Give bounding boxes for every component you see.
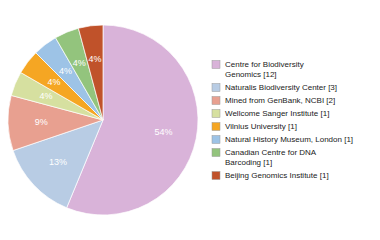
pie-slice [78, 25, 103, 120]
data-label: 4% [59, 66, 72, 76]
data-label: 9% [35, 117, 48, 127]
data-label: 4% [88, 54, 101, 64]
legend-item: Beijing Genomics Institute [1] [212, 171, 329, 180]
data-label: 4% [73, 58, 86, 68]
legend-label-line: Wellcome Sanger Institute [1] [225, 109, 329, 118]
legend-label: Mined from GenBank, NCBI [2] [225, 96, 335, 105]
data-label: 13% [49, 157, 67, 167]
legend-label-line: Natural History Museum, London [1] [225, 135, 353, 144]
data-labels: 54%13%9%4%4%4%4%4% [35, 54, 173, 167]
legend-label: Canadian Centre for DNABarcoding [1] [225, 148, 317, 167]
legend-item: Vilnius University [1] [212, 122, 297, 131]
legend-label: Naturalis Biodiversity Center [3] [225, 83, 337, 92]
legend: Centre for BiodiversityGenomics [12] Natu… [212, 60, 353, 180]
legend-label-line: Centre for Biodiversity [225, 60, 304, 69]
legend-item: Mined from GenBank, NCBI [2] [212, 96, 335, 105]
legend-swatch [212, 136, 220, 144]
legend-swatch [212, 110, 220, 118]
legend-label-line: Vilnius University [1] [225, 122, 297, 131]
legend-label-line: Genomics [12] [225, 70, 277, 79]
legend-label-line: Canadian Centre for DNA [225, 148, 317, 157]
legend-label: Beijing Genomics Institute [1] [225, 171, 329, 180]
legend-label: Natural History Museum, London [1] [225, 135, 353, 144]
legend-swatch [212, 61, 220, 69]
data-label: 4% [39, 91, 52, 101]
legend-swatch [212, 84, 220, 92]
legend-swatch [212, 97, 220, 105]
legend-label: Vilnius University [1] [225, 122, 297, 131]
chart-svg: 54%13%9%4%4%4%4%4%Centre for Biodiversit… [0, 0, 380, 240]
legend-label-line: Beijing Genomics Institute [1] [225, 171, 329, 180]
data-label: 54% [155, 127, 173, 137]
pie [8, 25, 198, 215]
legend-label-line: Naturalis Biodiversity Center [3] [225, 83, 337, 92]
legend-label-line: Mined from GenBank, NCBI [2] [225, 96, 335, 105]
legend-swatch [212, 123, 220, 131]
legend-item: Natural History Museum, London [1] [212, 135, 353, 144]
legend-item: Centre for BiodiversityGenomics [12] [212, 60, 304, 79]
data-label: 4% [48, 77, 61, 87]
legend-item: Wellcome Sanger Institute [1] [212, 109, 329, 118]
legend-swatch [212, 149, 220, 157]
legend-label-line: Barcoding [1] [225, 158, 272, 167]
chart-container: 54%13%9%4%4%4%4%4%Centre for Biodiversit… [0, 0, 380, 240]
legend-item: Canadian Centre for DNABarcoding [1] [212, 148, 317, 167]
legend-label: Centre for BiodiversityGenomics [12] [225, 60, 304, 79]
legend-item: Naturalis Biodiversity Center [3] [212, 83, 337, 92]
legend-label: Wellcome Sanger Institute [1] [225, 109, 329, 118]
legend-swatch [212, 172, 220, 180]
